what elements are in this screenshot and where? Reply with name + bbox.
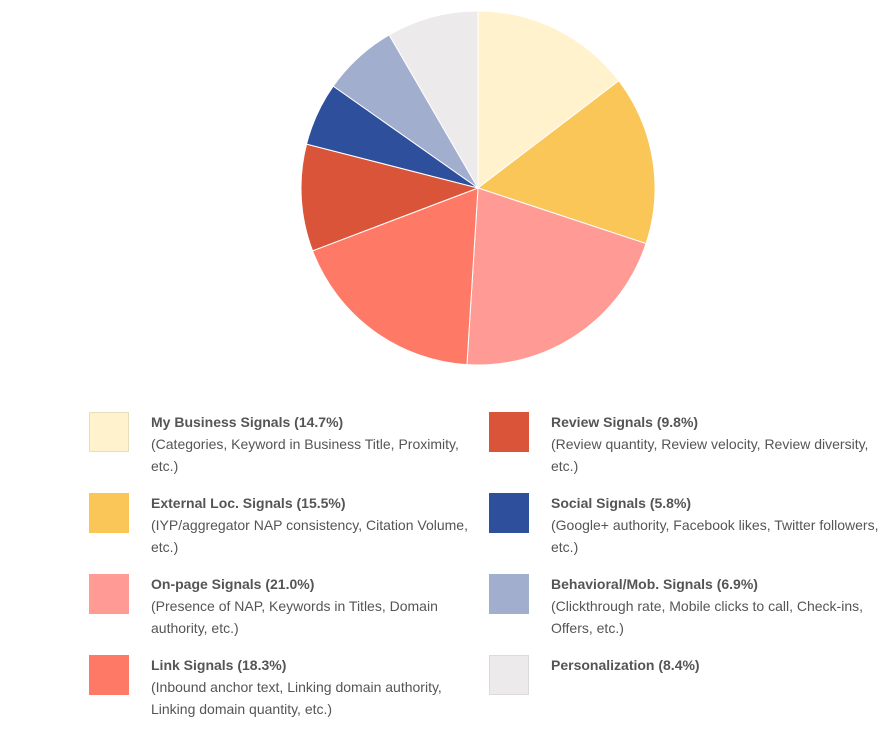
legend-swatch-review-signals: [489, 412, 529, 452]
legend-swatch-behavioral-mob-signals: [489, 574, 529, 614]
pie-slice-2: [466, 187, 647, 366]
legend-swatch-link-signals: [89, 655, 129, 695]
legend-label-link-signals: Link Signals (18.3%): [151, 657, 287, 673]
legend-swatch-social-signals: [489, 493, 529, 533]
legend-label-social-signals: Social Signals (5.8%): [551, 495, 692, 511]
legend-label-review-signals: Review Signals (9.8%): [551, 414, 699, 430]
legend-label-my-business-signals: My Business Signals (14.7%): [151, 414, 344, 430]
pie-slice-0: [477, 10, 620, 190]
legend-label-on-page-signals: On-page Signals (21.0%): [151, 576, 315, 592]
legend-desc-social-signals: (Google+ authority, Facebook likes, Twit…: [551, 517, 879, 555]
legend-desc-my-business-signals: (Categories, Keyword in Business Title, …: [151, 436, 459, 474]
pie-slice-7: [388, 10, 479, 190]
pie-slice-1: [476, 80, 656, 245]
legend-swatch-my-business-signals: [89, 412, 129, 452]
legend-swatch-external-loc-signals: [89, 493, 129, 533]
pie-chart: [300, 10, 656, 366]
legend-label-personalization: Personalization (8.4%): [551, 657, 700, 673]
legend-label-behavioral-mob-signals: Behavioral/Mob. Signals (6.9%): [551, 576, 758, 592]
legend-swatch-personalization: [489, 655, 529, 695]
legend-desc-on-page-signals: (Presence of NAP, Keywords in Titles, Do…: [151, 598, 438, 636]
pie-slice-3: [311, 187, 479, 366]
pie-slice-4: [300, 143, 480, 252]
legend-desc-link-signals: (Inbound anchor text, Linking domain aut…: [151, 679, 442, 717]
legend-desc-external-loc-signals: (IYP/aggregator NAP consistency, Citatio…: [151, 517, 468, 555]
legend-desc-review-signals: (Review quantity, Review velocity, Revie…: [551, 436, 869, 474]
legend-label-external-loc-signals: External Loc. Signals (15.5%): [151, 495, 346, 511]
legend-swatch-on-page-signals: [89, 574, 129, 614]
legend-desc-behavioral-mob-signals: (Clickthrough rate, Mobile clicks to cal…: [551, 598, 863, 636]
